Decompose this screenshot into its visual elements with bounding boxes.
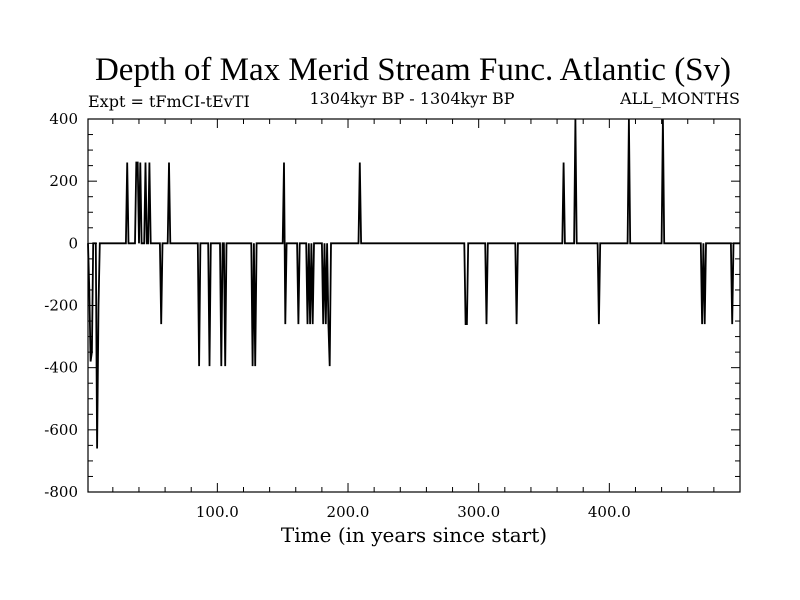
x-axis: 100.0 200.0 300.0 400.0 [112,119,741,521]
x-tick-label: 300.0 [457,503,500,521]
plot-frame [87,118,741,493]
chart-title: Depth of Max Merid Stream Func. Atlantic… [95,52,731,88]
subtitle-left: Expt = tFmCI-tEvTI [88,92,250,111]
x-axis-label: Time (in years since start) [281,523,547,547]
series-group [87,118,741,449]
subtitle-right: ALL_MONTHS [619,89,740,108]
y-tick-label: -400 [44,359,78,377]
x-tick-label: 200.0 [327,503,370,521]
y-tick-label: -200 [44,297,78,315]
y-tick-label: 0 [68,234,78,252]
y-tick-label: 200 [49,172,78,190]
y-tick-label: -600 [44,421,78,439]
series-line-depth [87,118,741,449]
y-tick-label: -800 [44,483,78,501]
x-tick-label: 100.0 [196,503,239,521]
y-tick-label: 400 [49,110,78,128]
subtitle-center: 1304kyr BP - 1304kyr BP [310,89,515,108]
x-tick-label: 400.0 [588,503,631,521]
